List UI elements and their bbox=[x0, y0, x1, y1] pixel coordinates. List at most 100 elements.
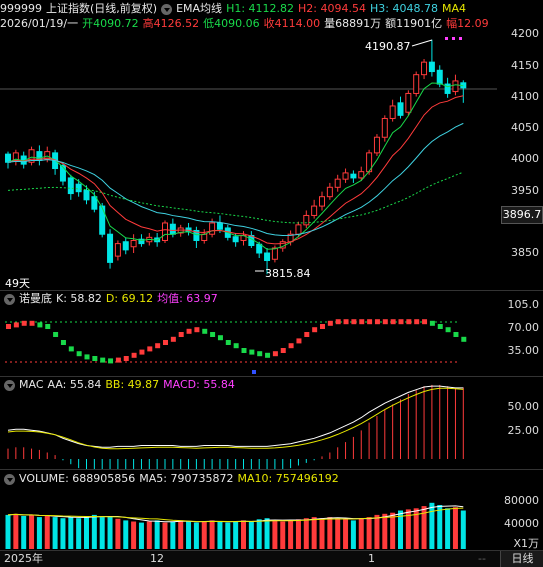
dropdown-icon[interactable] bbox=[161, 3, 173, 15]
volume-bar bbox=[327, 517, 333, 549]
volume-bar bbox=[374, 514, 380, 549]
kd-point bbox=[45, 324, 51, 329]
indicator-name[interactable]: EMA均线 bbox=[176, 2, 223, 15]
volume-ma10: MA10: 757496192 bbox=[237, 472, 339, 485]
volume-chart[interactable] bbox=[0, 469, 543, 550]
candle-body bbox=[295, 224, 302, 235]
volume-bar bbox=[264, 518, 270, 549]
time-label-2025: 2025年 bbox=[4, 552, 43, 565]
stock-code[interactable]: 999999 bbox=[0, 2, 42, 15]
kd-point bbox=[6, 324, 11, 329]
volume-bar bbox=[295, 519, 301, 549]
kd-k: K: 58.82 bbox=[56, 292, 102, 305]
price-chart[interactable] bbox=[0, 0, 543, 290]
vol-axis-40000: 40000 bbox=[504, 517, 539, 530]
indicator-header: 999999 上证指数(日线,前复权) EMA均线 H1: 4112.82 H2: 40… bbox=[0, 1, 543, 16]
dropdown-icon[interactable] bbox=[4, 473, 15, 485]
candle-body bbox=[381, 117, 388, 138]
kd-point bbox=[76, 351, 82, 357]
candle-body bbox=[358, 171, 365, 179]
kd-chart[interactable] bbox=[0, 291, 543, 376]
candle-body bbox=[256, 243, 263, 254]
kd-point bbox=[60, 340, 66, 345]
kd-point bbox=[257, 351, 263, 357]
mac-bb: BB: 49.87 bbox=[105, 378, 160, 391]
dropdown-icon[interactable] bbox=[4, 293, 15, 305]
volume-bar bbox=[29, 514, 35, 549]
marker-dot bbox=[452, 37, 455, 40]
candle-body bbox=[373, 136, 380, 154]
dropdown-icon[interactable] bbox=[4, 379, 15, 391]
candle-body bbox=[444, 83, 451, 94]
candle-body bbox=[185, 227, 192, 232]
ema-line-h3 bbox=[7, 122, 464, 237]
candle-body bbox=[5, 153, 11, 163]
candle-body bbox=[397, 102, 404, 116]
price-axis-4000: 4000 bbox=[511, 152, 539, 165]
kd-point bbox=[178, 332, 184, 337]
candle-body bbox=[114, 243, 121, 257]
volume-bar bbox=[390, 512, 396, 549]
price-axis-4200: 4200 bbox=[511, 27, 539, 40]
volume-bar bbox=[233, 521, 239, 549]
volume-bar bbox=[186, 521, 192, 549]
period-selector[interactable]: 日线 bbox=[500, 551, 543, 567]
kd-point bbox=[139, 349, 145, 355]
period-label: 49天 bbox=[5, 277, 30, 290]
kd-point bbox=[241, 348, 247, 353]
kd-point bbox=[202, 328, 208, 334]
price-axis-3850: 3850 bbox=[511, 246, 539, 259]
candle-body bbox=[264, 252, 271, 262]
vol-unit: X1万 bbox=[513, 537, 539, 550]
candle-body bbox=[413, 74, 420, 94]
high-annotation: 4190.87 bbox=[365, 40, 411, 53]
volume-bar bbox=[178, 520, 184, 549]
kd-point bbox=[367, 319, 373, 325]
volume-bar bbox=[52, 517, 58, 549]
volume-bar bbox=[170, 521, 176, 549]
candle-body bbox=[319, 196, 325, 207]
volume-bar bbox=[303, 518, 309, 549]
kd-point bbox=[288, 343, 294, 349]
mac-chart[interactable] bbox=[0, 377, 543, 469]
price-axis-3950: 3950 bbox=[511, 184, 539, 197]
mac-aa: AA: 55.84 bbox=[47, 378, 102, 391]
candle-body bbox=[452, 80, 459, 93]
kd-point bbox=[390, 319, 396, 325]
kd-point bbox=[304, 332, 310, 337]
kd-point bbox=[163, 340, 168, 345]
kd-axis-105: 105.0 bbox=[507, 298, 540, 311]
kd-point bbox=[327, 320, 333, 326]
mac-name[interactable]: MAC bbox=[19, 378, 44, 391]
kd-point bbox=[265, 352, 271, 358]
volume-bar bbox=[36, 517, 42, 549]
volume-bar bbox=[154, 520, 160, 549]
volume-bar bbox=[21, 516, 27, 549]
volume-bar bbox=[272, 520, 278, 549]
volume-bar bbox=[445, 508, 451, 549]
low-annotation: 3815.84 bbox=[265, 267, 311, 280]
kd-name[interactable]: 诺曼底 bbox=[19, 292, 52, 305]
scroll-dash-icon[interactable]: -- bbox=[478, 552, 486, 565]
kd-point bbox=[194, 327, 200, 333]
volume-bar bbox=[319, 518, 325, 549]
candle-body bbox=[334, 178, 341, 188]
candle-body bbox=[421, 61, 428, 76]
kd-point bbox=[29, 320, 35, 326]
stock-name[interactable]: 上证指数(日线,前复权) bbox=[46, 2, 158, 15]
kd-signal-dot bbox=[252, 370, 256, 374]
candle-body bbox=[75, 183, 82, 193]
high-arrow bbox=[411, 39, 433, 47]
amount-text: 额11901亿 bbox=[385, 17, 443, 30]
kd-point bbox=[233, 343, 239, 349]
marker-dot bbox=[445, 37, 448, 40]
low-price: 低4090.06 bbox=[203, 17, 260, 30]
volume-name[interactable]: VOLUME: 688905856 bbox=[19, 472, 136, 485]
separator bbox=[0, 290, 543, 291]
candle-body bbox=[209, 222, 216, 235]
volume-ma5: MA5: 790735872 bbox=[139, 472, 234, 485]
candle-body bbox=[138, 238, 145, 245]
kd-point bbox=[343, 319, 349, 325]
volume-bar bbox=[209, 520, 215, 549]
candle-body bbox=[59, 164, 66, 182]
